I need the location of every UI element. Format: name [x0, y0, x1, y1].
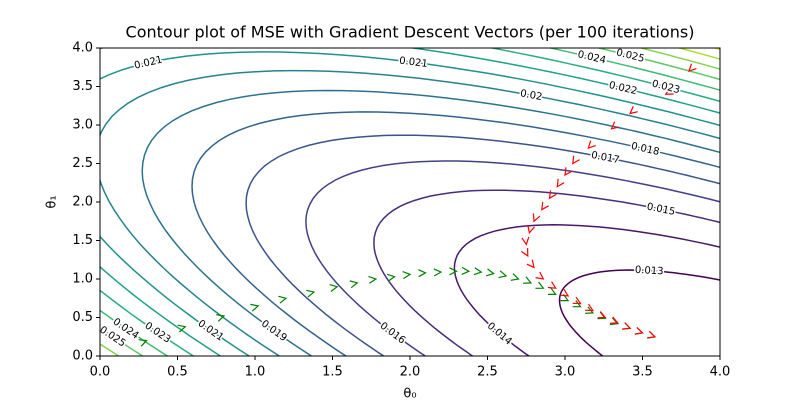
gradient-vector — [250, 303, 260, 312]
gradient-vector — [535, 281, 545, 289]
y-tick-label: 0.0 — [72, 349, 93, 364]
gradient-vector — [498, 270, 508, 279]
y-tick-label: 2.0 — [72, 195, 93, 210]
contour-label: 0.015 — [646, 202, 676, 218]
gradient-vector — [609, 317, 619, 326]
contour-label: 0.023 — [143, 320, 173, 345]
gradient-vector — [473, 267, 483, 276]
x-tick-label: 1.0 — [245, 365, 266, 380]
gradient-vector — [449, 267, 458, 276]
gradient-vector — [535, 271, 545, 280]
contour-line — [245, 134, 720, 356]
gradient-vector — [560, 288, 570, 297]
x-tick-label: 1.5 — [322, 365, 343, 380]
contour-label: 0.019 — [259, 318, 289, 344]
gradient-vector — [510, 273, 520, 281]
gradient-vector — [349, 280, 359, 289]
gradient-vector — [138, 339, 148, 347]
y-axis-label: θ₁ — [45, 195, 60, 208]
contour-line — [100, 48, 720, 356]
contour-line — [453, 224, 720, 356]
contour-label: 0.021 — [133, 55, 163, 72]
contour-line — [373, 189, 720, 356]
x-tick-label: 4.0 — [710, 365, 731, 380]
contour-label: 0.02 — [519, 88, 543, 103]
gradient-vector — [541, 201, 549, 211]
gradient-vector — [572, 155, 580, 165]
contour-label: 0.018 — [630, 141, 660, 158]
x-tick-label: 0.0 — [90, 365, 111, 380]
gradient-vector — [329, 284, 339, 292]
contour-line — [141, 89, 720, 356]
gradient-vector — [610, 121, 620, 130]
contour-label: 0.024 — [576, 49, 606, 66]
gradient-vector — [523, 276, 533, 284]
y-tick-label: 2.5 — [72, 156, 93, 171]
gradient-vector — [622, 322, 632, 330]
contour-label: 0.014 — [485, 321, 514, 348]
gradient-vector — [585, 303, 595, 312]
x-tick-label: 3.5 — [632, 365, 653, 380]
contour-label: 0.016 — [378, 321, 408, 347]
y-tick-label: 4.0 — [72, 41, 93, 56]
y-tick-label: 1.0 — [72, 272, 93, 287]
gradient-vector — [216, 314, 226, 322]
gradient-vector — [597, 311, 607, 319]
contour-label: 0.021 — [399, 56, 429, 71]
gradient-vector — [521, 236, 530, 246]
gradient-vector — [527, 224, 535, 235]
gradient-vector — [547, 281, 557, 289]
gradient-vector — [609, 316, 619, 324]
gradient-vector — [634, 327, 644, 335]
gradient-vector — [585, 306, 595, 314]
gradient-vector — [418, 269, 427, 278]
gradient-vector — [386, 273, 396, 282]
y-tick-label: 1.5 — [72, 233, 93, 248]
gradient-vector — [461, 266, 471, 275]
gradient-vector — [647, 330, 657, 339]
chart-title: Contour plot of MSE with Gradient Descen… — [126, 23, 695, 42]
gradient-vector — [556, 178, 565, 188]
gradient-vector — [572, 300, 582, 308]
gradient-vector — [688, 63, 697, 73]
gradient-vector — [548, 190, 557, 200]
gradient-vector — [521, 248, 529, 258]
vector-layer — [100, 63, 697, 356]
contour-label: 0.022 — [608, 80, 638, 97]
gradient-vector — [587, 140, 596, 150]
x-tick-label: 2.0 — [400, 365, 421, 380]
gradient-vector — [532, 213, 541, 223]
gradient-vector — [526, 259, 535, 269]
gradient-vector — [433, 268, 443, 277]
contour-label: 0.013 — [635, 265, 664, 278]
gradient-vector — [402, 271, 412, 280]
y-tick-label: 3.0 — [72, 118, 93, 133]
gradient-vector — [547, 287, 557, 295]
gradient-vector — [664, 87, 674, 95]
contour-label: 0.017 — [590, 150, 620, 166]
gradient-vector — [560, 293, 570, 302]
contour-line — [558, 269, 720, 356]
gradient-vector — [572, 296, 582, 305]
gradient-vector — [278, 295, 288, 304]
x-tick-label: 2.5 — [477, 365, 498, 380]
x-tick-label: 0.5 — [167, 365, 188, 380]
gradient-vector — [486, 268, 496, 277]
y-tick-label: 3.5 — [72, 79, 93, 94]
gradient-vector — [177, 324, 187, 333]
x-axis-label: θ₀ — [403, 387, 416, 400]
gradient-vector — [368, 275, 378, 284]
gradient-vector — [629, 106, 638, 115]
y-tick-label: 0.5 — [72, 310, 93, 325]
gradient-vector — [306, 289, 316, 298]
contour-label: 0.021 — [196, 318, 226, 343]
contour-label: 0.025 — [615, 47, 645, 65]
x-tick-label: 3.0 — [555, 365, 576, 380]
contour-line — [100, 69, 720, 356]
gradient-vector — [564, 167, 573, 177]
